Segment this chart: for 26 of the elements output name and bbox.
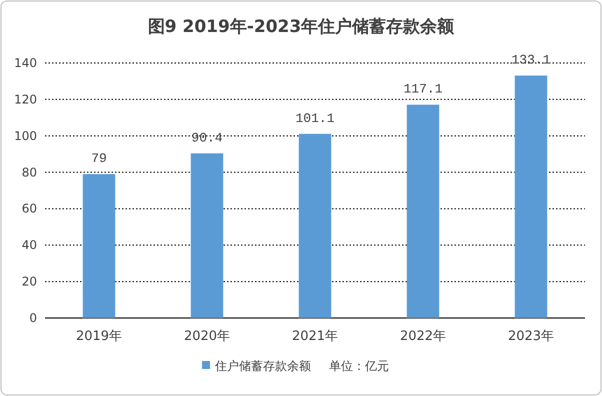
bar [190, 153, 224, 318]
text: 单位：亿元 [329, 359, 389, 373]
x-tick-label: 2020年 [184, 329, 230, 344]
y-tick-label: 20 [22, 274, 37, 289]
legend-label: 住户储蓄存款余额 [214, 359, 311, 373]
bar [406, 104, 440, 318]
y-tick-label: 40 [22, 238, 37, 252]
y-tick-label: 0 [29, 311, 37, 325]
y-tick-label: 100 [14, 128, 37, 143]
chart-title: 图9 2019年-2023年住户储蓄存款余额 [148, 17, 456, 37]
x-tick-label: 2021年 [292, 329, 338, 344]
y-tick-label: 80 [22, 165, 37, 180]
data-label: 101.1 [295, 110, 335, 126]
data-label: 90.4 [191, 130, 223, 146]
bar [82, 174, 116, 318]
x-tick-label: 2023年 [508, 329, 554, 344]
data-label: 117.1 [403, 82, 443, 97]
y-tick-label: 140 [14, 56, 37, 70]
data-label: 79 [91, 151, 107, 166]
data-label: 133.1 [511, 52, 551, 68]
y-tick-label: 60 [22, 202, 37, 216]
x-tick-label: 2019年 [76, 329, 122, 344]
x-tick-label: 2022年 [400, 329, 446, 344]
y-tick-label: 120 [14, 92, 37, 106]
bar [514, 76, 548, 318]
bar [298, 134, 332, 318]
